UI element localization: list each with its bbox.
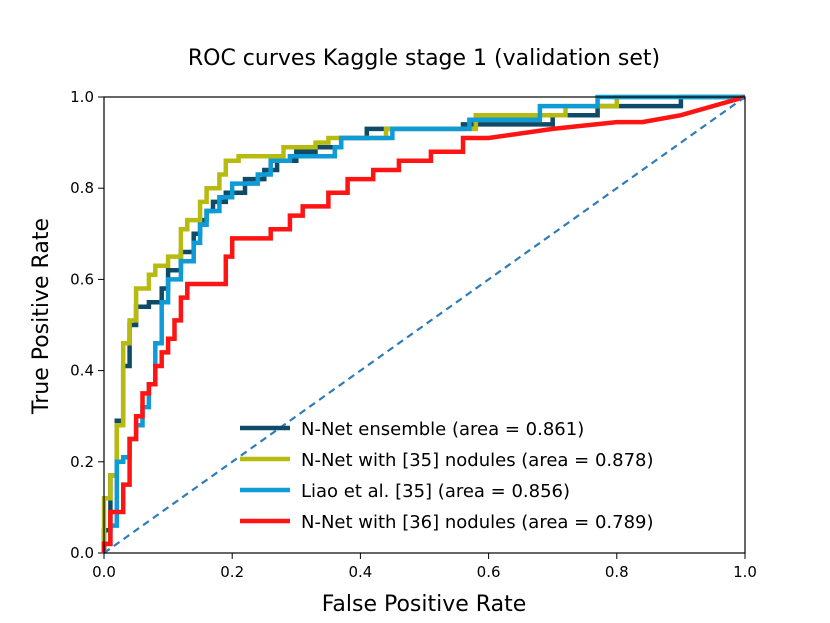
x-axis-title: False Positive Rate xyxy=(322,592,526,617)
y-tick-label: 1.0 xyxy=(70,88,94,106)
roc-curve-series-1 xyxy=(101,94,745,553)
chart-title: ROC curves Kaggle stage 1 (validation se… xyxy=(188,46,660,71)
roc-curve-series-3 xyxy=(101,94,746,553)
y-axis-title: True Positive Rate xyxy=(29,218,54,415)
legend-label: N-Net ensemble (area = 0.861) xyxy=(301,419,584,440)
x-tick-label: 0.6 xyxy=(477,563,501,581)
axis-ticks: 0.0 0.2 0.4 0.6 0.8 1.0 0.0 0.2 0.4 0.6 0.8 1.0 xyxy=(70,88,757,581)
x-tick-label: 0.0 xyxy=(92,563,116,581)
roc-curves xyxy=(101,94,746,554)
x-tick-label: 0.4 xyxy=(348,563,372,581)
y-tick-label: 0.8 xyxy=(70,179,94,197)
y-tick-label: 0.6 xyxy=(70,270,94,288)
legend-label: N-Net with [35] nodules (area = 0.878) xyxy=(301,450,654,471)
x-tick-label: 0.2 xyxy=(220,563,244,581)
legend-label: Liao et al. [35] (area = 0.856) xyxy=(301,481,570,502)
legend-label: N-Net with [36] nodules (area = 0.789) xyxy=(301,512,654,533)
y-tick-label: 0.4 xyxy=(70,362,94,380)
x-tick-label: 0.8 xyxy=(605,563,629,581)
legend: N-Net ensemble (area = 0.861) N-Net with … xyxy=(240,419,654,533)
y-tick-label: 0.2 xyxy=(70,453,94,471)
y-tick-label: 0.0 xyxy=(70,544,94,562)
plot-frame xyxy=(103,96,746,554)
x-tick-label: 1.0 xyxy=(733,563,757,581)
